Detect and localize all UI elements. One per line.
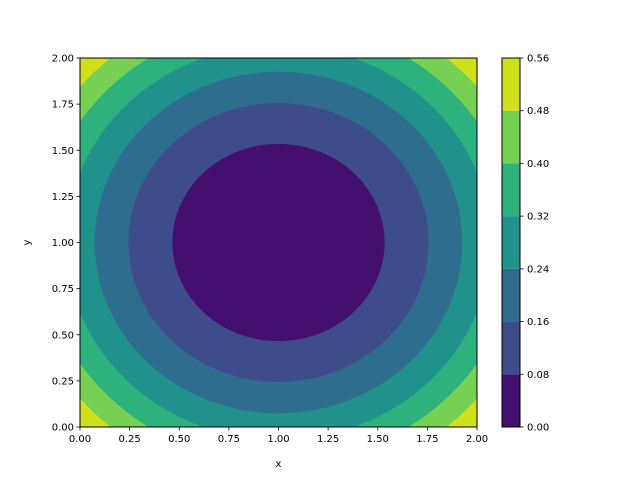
colorbar-swatch-3: [502, 216, 520, 269]
colorbar-swatch-6: [502, 58, 520, 111]
colorbar-tick-label: 0.40: [527, 159, 549, 170]
x-tick-label: 1.00: [267, 434, 289, 445]
colorbar-tick-label: 0.56: [527, 54, 549, 65]
colorbar-tick-label: 0.16: [527, 317, 549, 328]
x-tick-label: 0.50: [168, 434, 190, 445]
colorbar-ticks: 0.00 0.08 0.16 0.24 0.32 0.40 0.48 0.56: [520, 54, 549, 434]
x-tick-label: 1.25: [317, 434, 339, 445]
y-axis: 0.00 0.25 0.50 0.75 1.00 1.25 1.50 1.75 2.00: [52, 54, 80, 434]
colorbar: [502, 58, 520, 427]
colorbar-frame: [501, 57, 521, 428]
y-tick-label: 1.50: [52, 146, 74, 157]
x-tick-label: 0.75: [218, 434, 240, 445]
x-tick-label: 0.25: [118, 434, 140, 445]
x-tick-label: 1.75: [416, 434, 438, 445]
x-axis-label: x: [276, 459, 282, 470]
colorbar-tick-label: 0.48: [527, 106, 549, 117]
y-tick-label: 2.00: [52, 54, 74, 65]
x-tick-label: 0.00: [69, 434, 91, 445]
x-axis: 0.00 0.25 0.50 0.75 1.00 1.25 1.50 1.75 2.00: [69, 427, 488, 445]
y-tick-label: 0.50: [52, 330, 74, 341]
x-tick-label: 1.50: [367, 434, 389, 445]
y-axis-label: y: [22, 239, 33, 245]
colorbar-tick-label: 0.08: [527, 370, 549, 381]
colorbar-swatch-5: [502, 110, 520, 164]
colorbar-tick-label: 0.00: [527, 423, 549, 434]
y-tick-label: 1.75: [52, 100, 74, 111]
y-tick-label: 1.25: [52, 192, 74, 203]
contour-band-0: [172, 143, 385, 342]
colorbar-swatch-0: [502, 374, 520, 427]
colorbar-swatch-4: [502, 163, 520, 217]
y-tick-label: 0.25: [52, 376, 74, 387]
y-tick-label: 0.75: [52, 284, 74, 295]
colorbar-swatch-2: [502, 268, 520, 322]
colorbar-swatch-1: [502, 321, 520, 375]
colorbar-tick-label: 0.24: [527, 264, 549, 275]
y-tick-label: 1.00: [52, 238, 74, 249]
y-tick-label: 0.00: [52, 423, 74, 434]
colorbar-tick-label: 0.32: [527, 212, 549, 223]
contour-fills: [80, 58, 477, 427]
x-tick-label: 2.00: [466, 434, 488, 445]
